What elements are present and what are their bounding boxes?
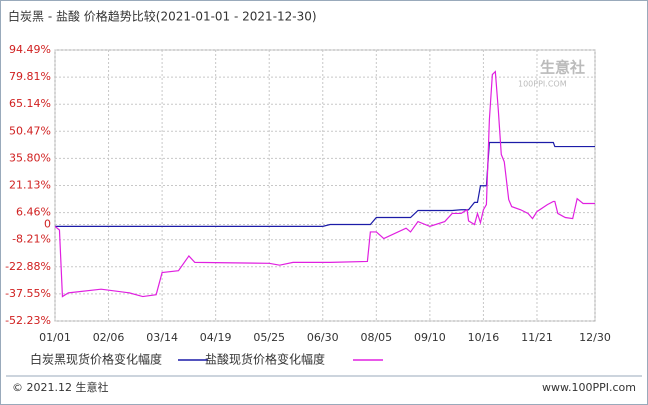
x-tick-label: 09/10 [414, 331, 446, 344]
x-tick-label: 05/25 [253, 331, 285, 344]
y-tick-label: 0 [44, 218, 51, 231]
chart-title: 白炭黑 - 盐酸 价格趋势比较(2021-01-01 - 2021-12-30) [8, 9, 317, 24]
x-tick-label: 06/30 [307, 331, 339, 344]
x-tick-label: 02/06 [93, 331, 125, 344]
y-tick-label: 79.81% [9, 70, 51, 83]
watermark-site: 100PPI.COM [518, 80, 567, 89]
footer-left: © 2021.12 生意社 [12, 380, 108, 394]
watermark: 生意社 [540, 59, 585, 77]
y-tick-label: -37.55% [5, 287, 51, 300]
footer-right: www.100PPI.com [542, 381, 636, 394]
x-tick-label: 04/19 [200, 331, 232, 344]
y-tick-label: 6.46% [16, 206, 51, 219]
x-tick-label: 12/30 [579, 331, 611, 344]
series-line [55, 141, 595, 227]
y-tick-label: 35.80% [9, 151, 51, 164]
x-tick-label: 01/01 [39, 331, 71, 344]
legend-label: 盐酸现货价格变化幅度 [205, 352, 325, 367]
y-tick-label: 21.13% [9, 179, 51, 192]
y-tick-label: -52.23% [5, 314, 51, 327]
y-tick-label: 94.49% [9, 43, 51, 56]
y-tick-label: 65.14% [9, 97, 51, 110]
x-tick-label: 08/05 [360, 331, 392, 344]
y-tick-label: -8.21% [12, 233, 51, 246]
x-tick-label: 11/21 [521, 331, 553, 344]
x-tick-label: 03/14 [146, 331, 178, 344]
y-tick-label: -22.88% [5, 260, 51, 273]
series-line [54, 70, 595, 298]
x-tick-label: 10/16 [468, 331, 500, 344]
y-tick-label: 50.47% [9, 124, 51, 137]
legend-label: 白炭黑现货价格变化幅度 [30, 352, 162, 367]
